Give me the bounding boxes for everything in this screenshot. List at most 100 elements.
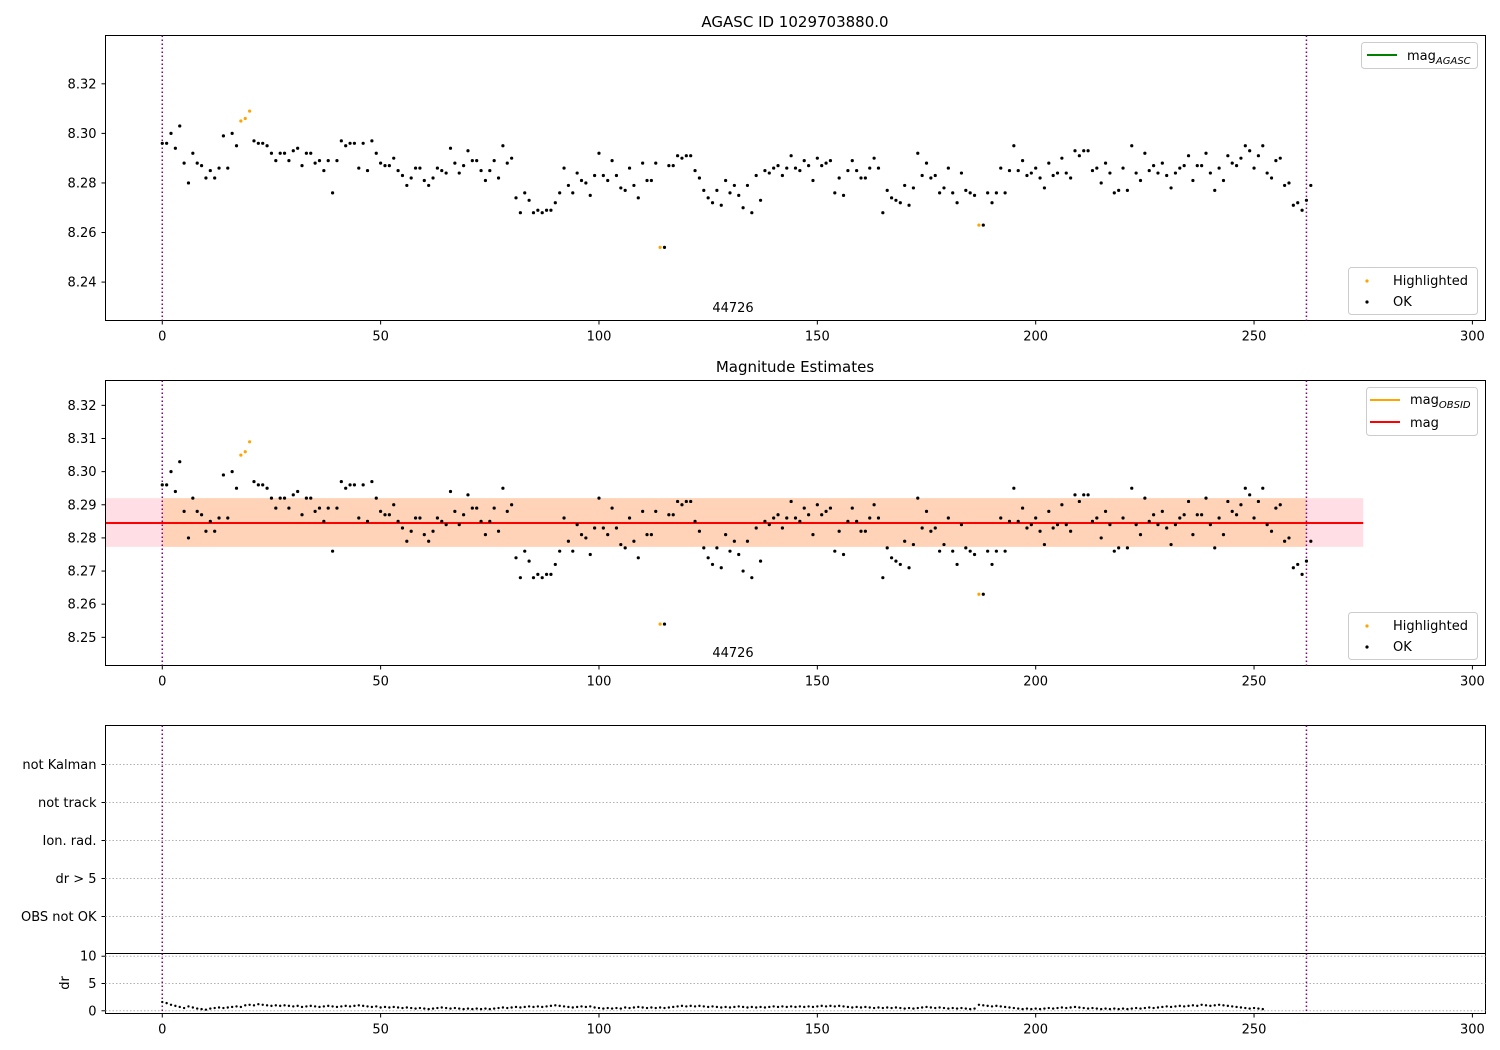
data-point	[632, 183, 636, 188]
data-point	[697, 176, 702, 180]
data-point	[920, 173, 924, 178]
data-point	[492, 1007, 496, 1010]
data-point	[851, 1006, 854, 1009]
data-point	[1121, 1007, 1125, 1010]
data-point	[597, 151, 601, 155]
data-point	[1065, 1006, 1068, 1010]
data-point	[488, 168, 492, 173]
data-point	[990, 1005, 994, 1008]
data-point	[1182, 164, 1186, 168]
data-point	[798, 1005, 802, 1008]
data-point	[1091, 1006, 1094, 1010]
data-point	[379, 161, 383, 165]
data-point	[313, 1005, 317, 1008]
data-point	[811, 178, 815, 183]
data-point	[763, 168, 767, 173]
data-point	[689, 154, 693, 158]
data-point	[750, 576, 754, 580]
data-point	[1134, 523, 1138, 527]
panel-magnitude-line-legend: magOBSID mag	[1366, 387, 1478, 436]
panel-magnitude-obs-boundaries	[161, 380, 1308, 666]
data-point	[903, 539, 907, 543]
data-point	[396, 168, 400, 173]
data-point	[758, 559, 763, 563]
data-point	[719, 203, 723, 207]
data-point	[960, 1006, 963, 1010]
data-point	[846, 168, 850, 173]
data-point	[623, 1006, 627, 1009]
data-point	[876, 166, 881, 170]
data-point	[672, 1005, 675, 1009]
data-point	[1261, 1007, 1264, 1011]
data-point	[1073, 493, 1077, 497]
data-point	[292, 1005, 295, 1008]
data-point	[234, 486, 239, 490]
data-point	[370, 1005, 374, 1009]
data-point	[571, 191, 575, 195]
legend-ok-label: OK	[1393, 295, 1412, 310]
data-point	[1169, 186, 1173, 190]
data-point	[519, 1006, 522, 1009]
data-point	[1134, 171, 1138, 175]
x-tick-label: 200	[1023, 675, 1048, 690]
data-point	[496, 529, 501, 533]
data-point	[972, 552, 977, 557]
data-point	[1309, 539, 1313, 543]
data-point	[580, 1005, 583, 1008]
x-tick-label: 150	[805, 675, 830, 690]
data-point	[881, 1006, 885, 1010]
data-point	[662, 245, 667, 249]
data-point	[745, 539, 750, 543]
data-point	[409, 1006, 413, 1010]
panel-flags-categories: not Kalman not track Ion. rad. dr > 5 OBS no…	[21, 758, 1486, 925]
data-point	[409, 176, 413, 180]
data-point	[287, 1004, 291, 1008]
data-point	[1051, 526, 1055, 530]
panel-magnitude-mag-bands	[105, 498, 1364, 547]
data-point	[829, 1004, 832, 1008]
data-point	[562, 1005, 566, 1008]
legend-frame	[1348, 267, 1478, 315]
data-point	[1143, 151, 1147, 155]
data-point	[859, 176, 863, 180]
data-point	[282, 151, 287, 155]
data-point	[448, 146, 453, 150]
data-point	[977, 1003, 981, 1006]
panel-dr-points	[161, 1000, 1264, 1011]
data-point	[1125, 546, 1129, 550]
data-point	[392, 1005, 395, 1009]
data-point	[911, 186, 916, 190]
data-point	[435, 516, 439, 520]
data-point	[387, 513, 391, 517]
data-point	[309, 496, 313, 500]
data-point	[636, 196, 640, 200]
data-point	[702, 546, 706, 550]
data-point	[846, 1005, 850, 1009]
data-point	[675, 499, 680, 504]
data-point	[1126, 1007, 1129, 1011]
data-point	[925, 1005, 928, 1009]
data-point	[959, 171, 964, 175]
data-point	[649, 178, 653, 183]
data-point	[523, 1005, 526, 1009]
y-tick-label: 8.26	[68, 226, 97, 241]
data-point	[610, 1007, 614, 1010]
data-point	[1196, 1004, 1199, 1008]
data-point	[789, 1005, 793, 1008]
data-point	[1269, 529, 1274, 533]
data-point	[287, 159, 291, 163]
data-point	[776, 164, 780, 168]
data-point	[540, 576, 544, 580]
data-point	[588, 552, 592, 557]
data-point	[710, 562, 715, 567]
data-point	[938, 191, 942, 195]
data-point	[994, 191, 998, 195]
data-point	[226, 516, 230, 520]
data-point	[706, 556, 710, 560]
data-point	[850, 506, 854, 510]
data-point	[571, 549, 575, 553]
data-point	[1003, 1005, 1007, 1009]
data-point	[217, 516, 221, 520]
data-point	[1191, 532, 1195, 537]
data-point	[274, 506, 278, 510]
